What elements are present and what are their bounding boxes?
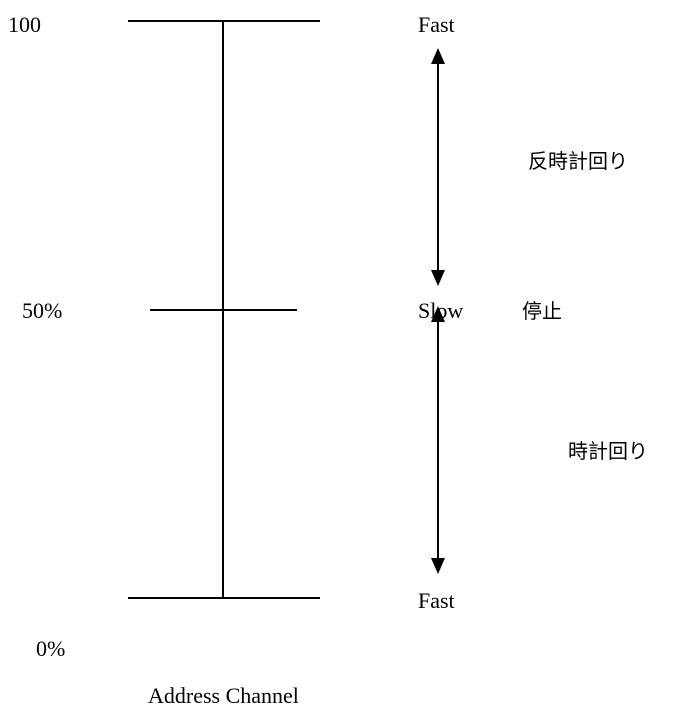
direction-label-stop: 停止 [522, 299, 562, 323]
vertical-scale-line [222, 20, 224, 599]
double-arrow-upper [431, 48, 445, 286]
arrow-head-up-icon [431, 306, 445, 322]
arrow-head-up-icon [431, 48, 445, 64]
double-arrow-lower [431, 306, 445, 574]
scale-label-50: 50% [22, 298, 63, 323]
direction-label-clockwise: 時計回り [568, 439, 648, 463]
scale-label-100: 100 [8, 12, 41, 37]
speed-label-fast-bottom: Fast [418, 588, 455, 613]
direction-label-counterclockwise: 反時計回り [528, 149, 628, 173]
speed-label-fast-top: Fast [418, 12, 455, 37]
bottom-tick-line [128, 597, 320, 599]
arrow-head-down-icon [431, 558, 445, 574]
scale-label-0: 0% [36, 636, 66, 661]
caption-address-channel: Address Channel [148, 683, 299, 708]
top-tick-line [128, 20, 320, 22]
arrow-head-down-icon [431, 270, 445, 286]
